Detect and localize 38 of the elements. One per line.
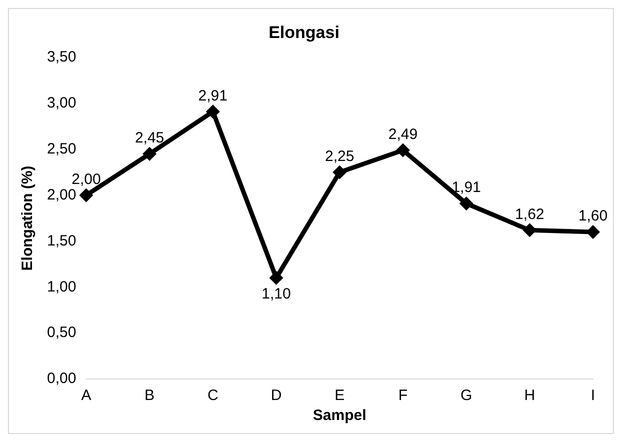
y-tick-label: 1,00 bbox=[46, 278, 76, 296]
x-tick-label: G bbox=[460, 387, 472, 404]
data-label: 1,91 bbox=[452, 179, 481, 196]
x-tick-label: C bbox=[207, 387, 218, 404]
x-tick-label: H bbox=[524, 387, 536, 404]
data-label: 1,60 bbox=[578, 208, 608, 225]
point bbox=[522, 223, 537, 238]
point bbox=[142, 146, 157, 161]
point bbox=[79, 188, 94, 202]
point bbox=[459, 196, 474, 210]
x-tick-label: I bbox=[590, 387, 596, 404]
x-tick-label: D bbox=[270, 387, 282, 404]
x-tick-label: B bbox=[144, 387, 155, 404]
data-label: 2,91 bbox=[198, 87, 228, 104]
data-label: 1,10 bbox=[262, 286, 291, 303]
point bbox=[269, 270, 284, 285]
point bbox=[586, 224, 600, 239]
data-label: 2,00 bbox=[72, 170, 101, 188]
data-label: 2,25 bbox=[324, 148, 354, 165]
y-tick-label: 3,50 bbox=[46, 48, 76, 66]
x-axis-title: Sampel bbox=[312, 407, 366, 424]
y-tick-label: 1,50 bbox=[46, 232, 76, 250]
y-tick-label: 2,00 bbox=[46, 186, 76, 204]
data-label: 2,49 bbox=[388, 126, 418, 143]
x-tick-label: F bbox=[398, 387, 408, 404]
y-tick-label: 2,50 bbox=[46, 140, 76, 158]
data-label: 2,45 bbox=[134, 130, 164, 147]
y-tick-label: 0,00 bbox=[46, 370, 76, 388]
point bbox=[396, 143, 410, 158]
chart-title: Elongasi bbox=[268, 22, 340, 42]
x-tick-label: A bbox=[81, 387, 92, 404]
y-tick-label: 3,00 bbox=[46, 94, 76, 112]
point bbox=[332, 165, 347, 180]
point bbox=[206, 104, 220, 119]
y-tick-label: 0,50 bbox=[46, 324, 76, 342]
y-axis-title: Elongation (%) bbox=[19, 166, 36, 271]
x-tick-label: E bbox=[334, 387, 345, 404]
data-label: 1,62 bbox=[515, 206, 544, 223]
